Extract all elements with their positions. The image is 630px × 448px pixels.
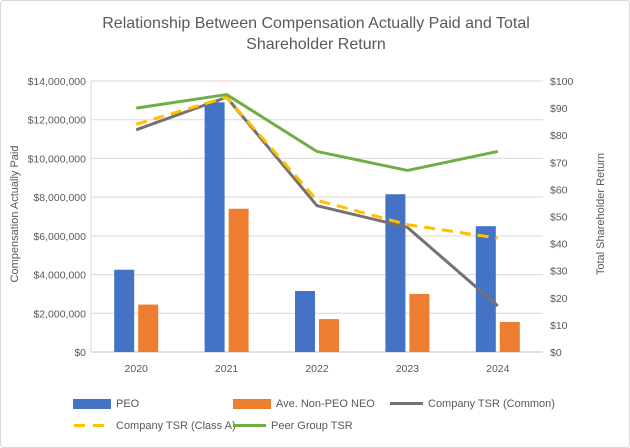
- bar-peo-2021: [204, 102, 225, 353]
- bar-ave-non-peo-neo-2022: [319, 319, 339, 352]
- legend-line-swatch: [233, 424, 266, 427]
- right-axis-tick-label: $100: [550, 76, 574, 88]
- left-axis-tick-label: $8,000,000: [33, 192, 86, 204]
- x-axis-tick-label: 2021: [215, 363, 239, 375]
- left-axis-tick-label: $0: [74, 347, 86, 359]
- right-axis-tick-label: $30: [550, 266, 568, 278]
- bar-peo-2020: [114, 269, 135, 352]
- left-axis-tick-label: $2,000,000: [33, 308, 86, 320]
- right-axis-tick-label: $20: [550, 293, 568, 305]
- legend-bar-swatch: [233, 398, 271, 409]
- bar-peo-2024: [475, 226, 496, 352]
- right-axis-tick-label: $0: [550, 347, 562, 359]
- x-axis-tick-label: 2020: [125, 363, 149, 375]
- legend-label: Ave. Non-PEO NEO: [276, 397, 375, 410]
- chart-title: Relationship Between Compensation Actual…: [102, 15, 530, 53]
- right-axis-tick-label: $80: [550, 130, 568, 142]
- left-axis-tick-label: $14,000,000: [28, 76, 87, 88]
- bar-peo-2023: [385, 194, 406, 352]
- right-axis-tick-label: $40: [550, 239, 568, 251]
- line-company-tsr-common: [135, 95, 499, 308]
- right-axis-tick-label: $70: [550, 157, 568, 169]
- legend-bar-swatch: [73, 398, 111, 409]
- left-axis-tick-label: $12,000,000: [28, 115, 87, 127]
- bar-ave-non-peo-neo-2023: [409, 293, 430, 352]
- legend-label: Peer Group TSR: [271, 419, 353, 432]
- line-peer-group-tsr: [135, 93, 499, 172]
- legend-item-ave-non-peo-neo: Ave. Non-PEO NEO: [233, 397, 375, 410]
- left-axis-tick-label: $10,000,000: [28, 153, 87, 165]
- x-axis-tick-label: 2024: [486, 363, 510, 375]
- line-company-tsr-class-a: [135, 95, 499, 240]
- legend-item-peer-group-tsr: Peer Group TSR: [233, 419, 353, 432]
- right-axis-tick-label: $90: [550, 103, 568, 115]
- bar-ave-non-peo-neo-2020: [138, 304, 159, 352]
- right-axis-tick-label: $50: [550, 212, 568, 224]
- bar-ave-non-peo-neo-2024: [499, 321, 520, 352]
- left-axis-tick-label: $6,000,000: [33, 231, 86, 243]
- legend-item-company-tsr-common: Company TSR (Common): [390, 397, 555, 410]
- plot-area: $0 $2,000,000 $4,000,000 $6,000,000 $8,000,0…: [28, 76, 574, 375]
- left-axis-tick-label: $4,000,000: [33, 270, 86, 282]
- legend-line-swatch: [74, 424, 111, 427]
- x-axis-tick-label: 2023: [396, 363, 420, 375]
- legend-label: Company TSR (Common): [428, 397, 555, 410]
- legend-item-company-tsr-class-a: Company TSR (Class A): [74, 419, 236, 432]
- bar-peo-2022: [295, 291, 315, 352]
- right-axis-tick-label: $10: [550, 320, 568, 332]
- legend-label: Company TSR (Class A): [116, 419, 236, 432]
- x-axis-tick-label: 2022: [305, 363, 329, 375]
- legend-item-peo: PEO: [73, 397, 139, 410]
- right-axis-tick-label: $60: [550, 184, 568, 196]
- legend-label: PEO: [116, 397, 140, 410]
- bar-ave-non-peo-neo-2021: [228, 208, 249, 352]
- legend-line-swatch: [390, 402, 423, 405]
